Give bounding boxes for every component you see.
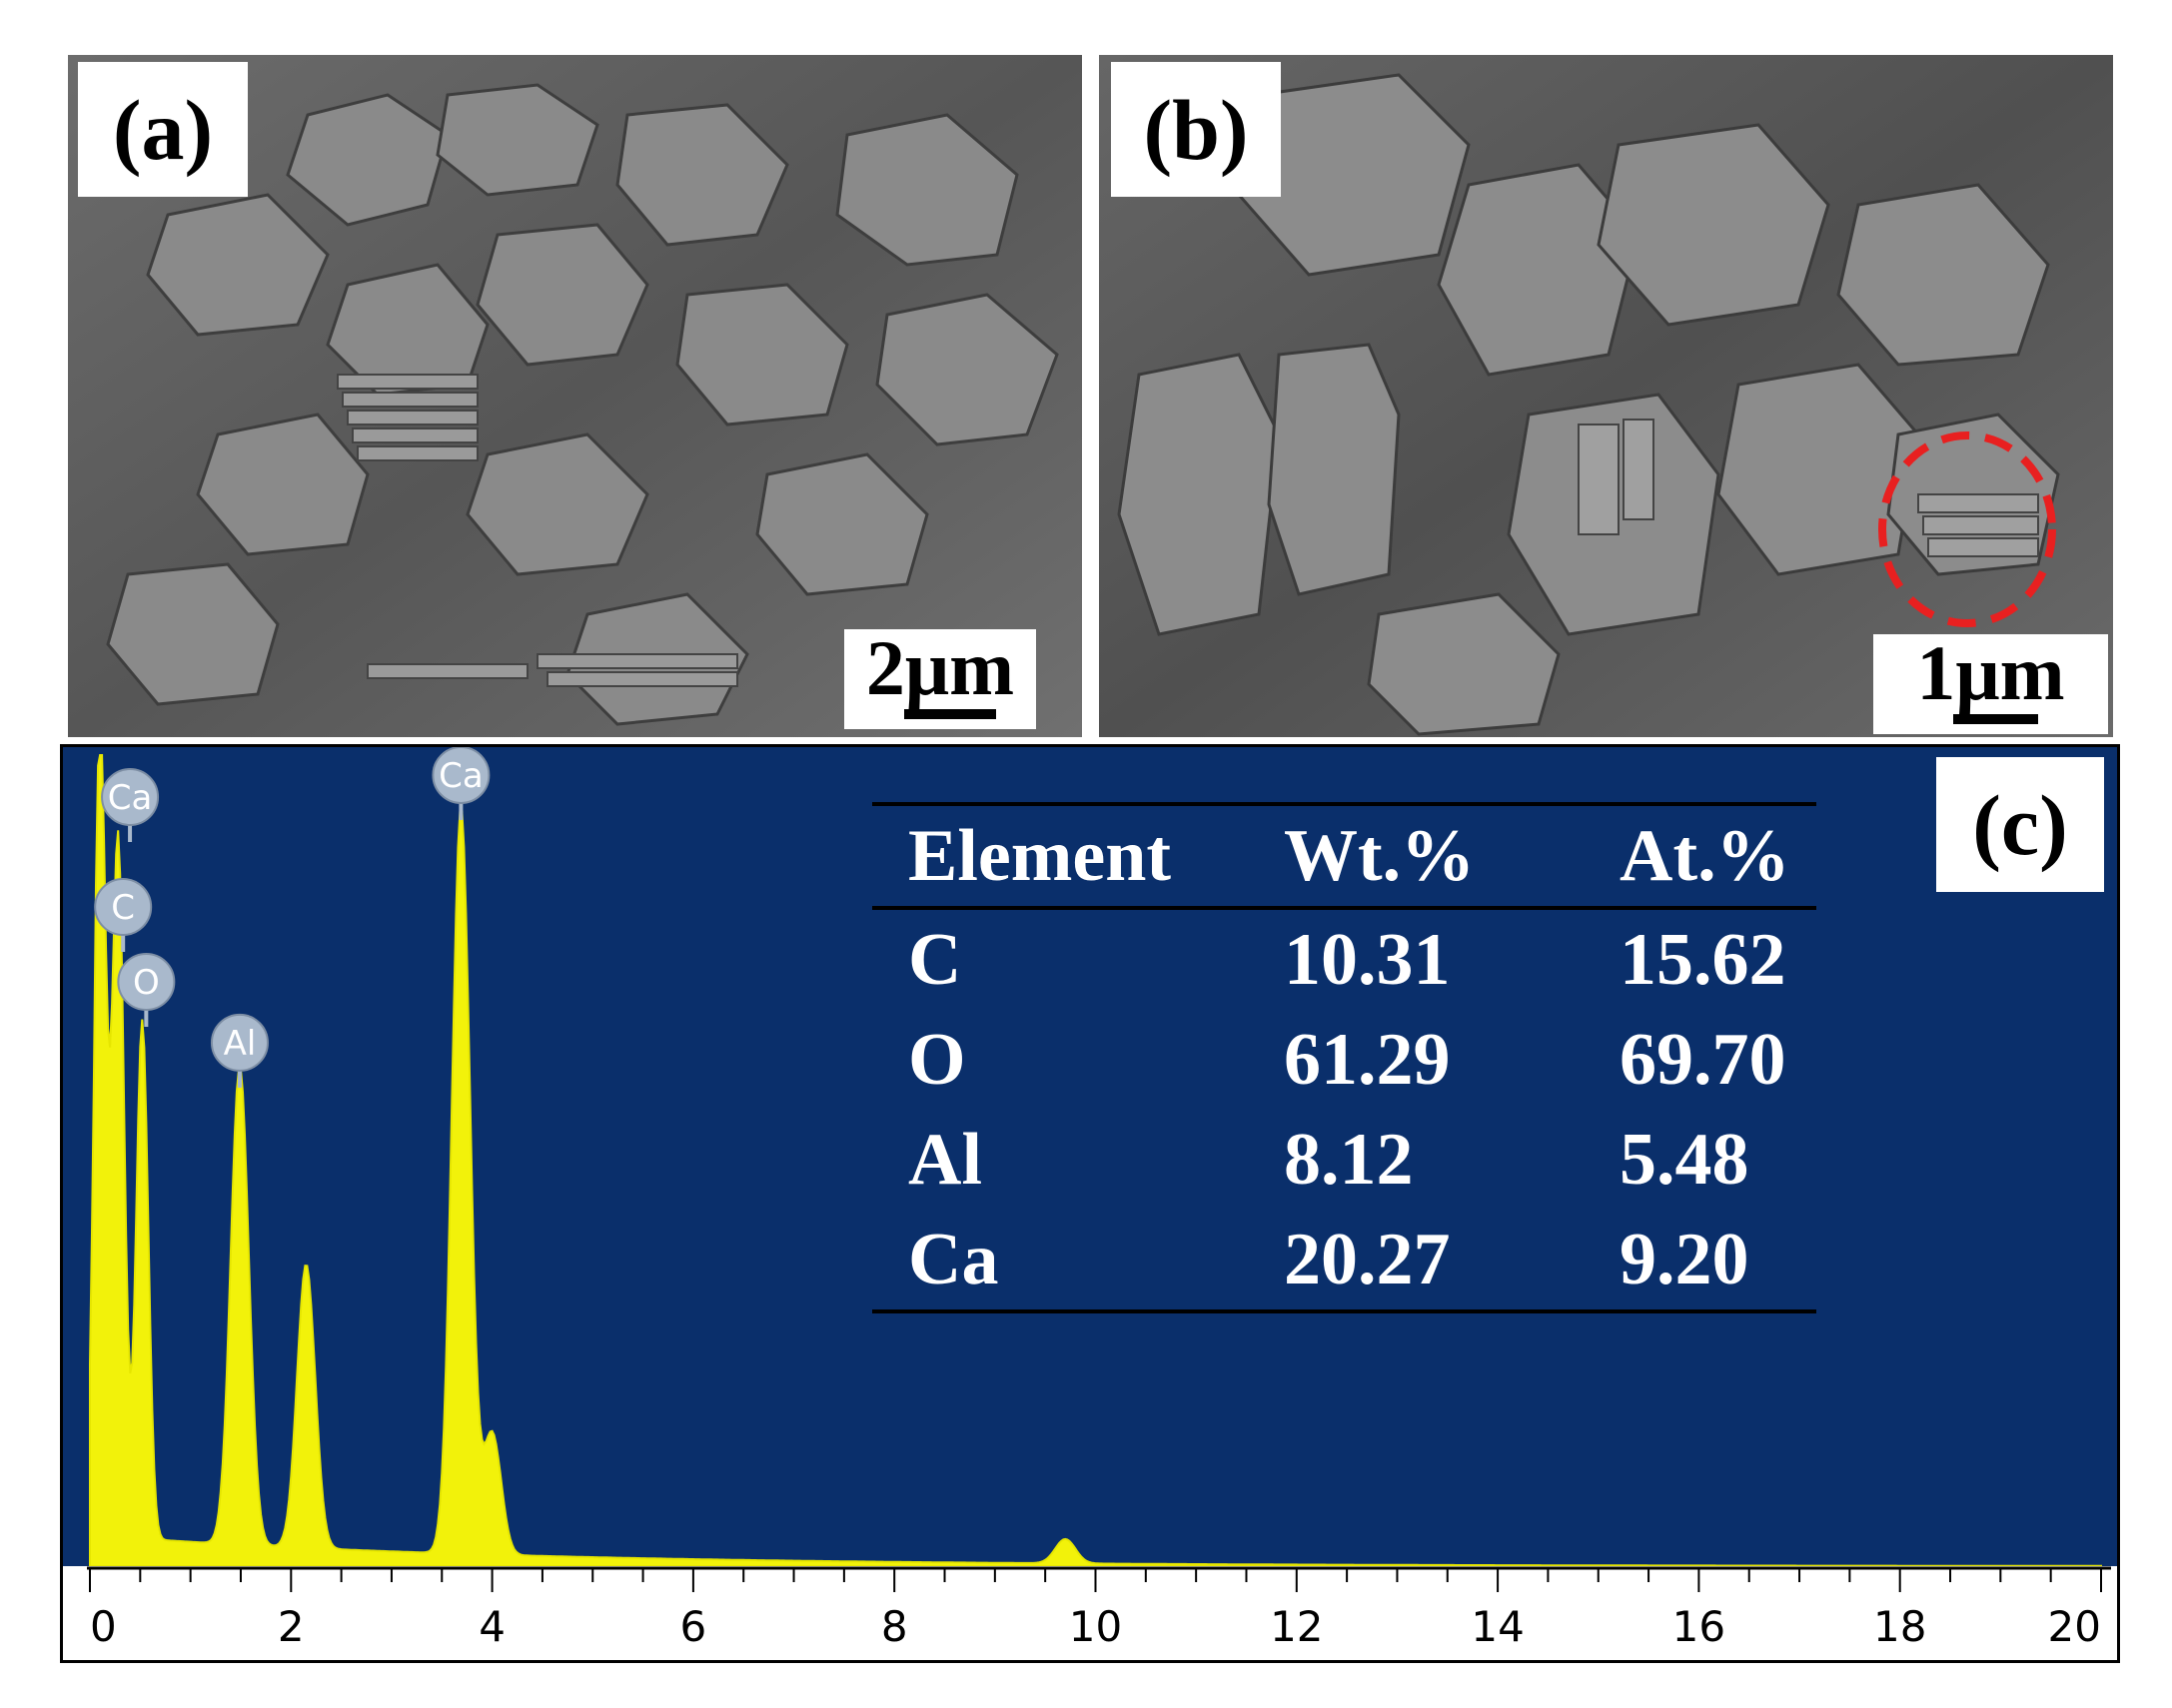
panel-a-label: (a) bbox=[78, 62, 248, 197]
x-tick-label: 14 bbox=[1471, 1602, 1524, 1651]
x-tick-label: 12 bbox=[1270, 1602, 1323, 1651]
cell-at: 5.48 bbox=[1620, 1118, 1749, 1201]
peak-label-ca: Ca bbox=[432, 747, 491, 820]
cell-at: 9.20 bbox=[1620, 1218, 1749, 1300]
x-tick-label: 10 bbox=[1069, 1602, 1122, 1651]
scalebar-a: 2μm bbox=[844, 624, 1036, 729]
cell-at: 15.62 bbox=[1620, 918, 1786, 1001]
cell-at: 69.70 bbox=[1620, 1018, 1786, 1101]
table-row: C 10.31 15.62 bbox=[872, 908, 1816, 1010]
cell-element: C bbox=[908, 918, 962, 1001]
scalebar-a-line bbox=[904, 709, 996, 719]
svg-text:Ca: Ca bbox=[439, 756, 484, 796]
cell-element: Ca bbox=[908, 1218, 999, 1300]
peak-label-c: C bbox=[94, 878, 153, 952]
x-tick-label: 2 bbox=[278, 1602, 305, 1651]
header-element: Element bbox=[908, 814, 1172, 897]
table-row: Al 8.12 5.48 bbox=[872, 1110, 1816, 1210]
header-wt: Wt.% bbox=[1284, 814, 1476, 897]
header-at: At.% bbox=[1620, 814, 1790, 897]
x-tick-label: 8 bbox=[881, 1602, 908, 1651]
x-axis-band bbox=[63, 1566, 2117, 1660]
peak-label-ca: Ca bbox=[101, 768, 160, 842]
x-tick-label: 20 bbox=[2048, 1602, 2101, 1651]
table-header-row: Element Wt.% At.% bbox=[872, 804, 1816, 908]
cell-wt: 61.29 bbox=[1284, 1018, 1451, 1101]
panel-c-label: (c) bbox=[1936, 757, 2104, 892]
cell-wt: 20.27 bbox=[1284, 1218, 1451, 1300]
svg-text:Al: Al bbox=[224, 1024, 257, 1064]
x-tick-label: 6 bbox=[680, 1602, 707, 1651]
peak-label-al: Al bbox=[210, 1013, 269, 1088]
highlight-circle bbox=[1878, 431, 2056, 627]
eds-spectrum-panel: Ca C O Al Ca 0 2 4 6 8 10 12 14 16 18 20 Element Wt.% … bbox=[60, 744, 2120, 1663]
composition-table: Element Wt.% At.% C 10.31 15.62 O 61.29 … bbox=[872, 802, 1816, 1313]
sem-image-b bbox=[1099, 55, 2113, 737]
scalebar-b: 1μm bbox=[1873, 629, 2108, 734]
table-row: Ca 20.27 9.20 bbox=[872, 1210, 1816, 1311]
spectrum-area bbox=[89, 754, 2102, 1567]
svg-text:Ca: Ca bbox=[108, 778, 153, 818]
cell-wt: 8.12 bbox=[1284, 1118, 1414, 1201]
cell-element: O bbox=[908, 1018, 966, 1101]
table-row: O 61.29 69.70 bbox=[872, 1010, 1816, 1110]
sem-image-a bbox=[68, 55, 1082, 737]
x-tick-label: 0 bbox=[90, 1602, 117, 1651]
panel-b-label: (b) bbox=[1111, 62, 1281, 197]
scalebar-b-line bbox=[1953, 714, 2038, 724]
x-tick-label: 16 bbox=[1672, 1602, 1725, 1651]
scalebar-a-label: 2μm bbox=[865, 624, 1015, 711]
cell-wt: 10.31 bbox=[1284, 918, 1451, 1001]
svg-text:C: C bbox=[111, 888, 135, 928]
scalebar-b-label: 1μm bbox=[1916, 629, 2065, 716]
x-tick-label: 18 bbox=[1873, 1602, 1926, 1651]
svg-text:O: O bbox=[133, 963, 160, 1003]
x-tick-label: 4 bbox=[479, 1602, 506, 1651]
peak-label-o: O bbox=[117, 953, 176, 1027]
cell-element: Al bbox=[908, 1118, 982, 1201]
